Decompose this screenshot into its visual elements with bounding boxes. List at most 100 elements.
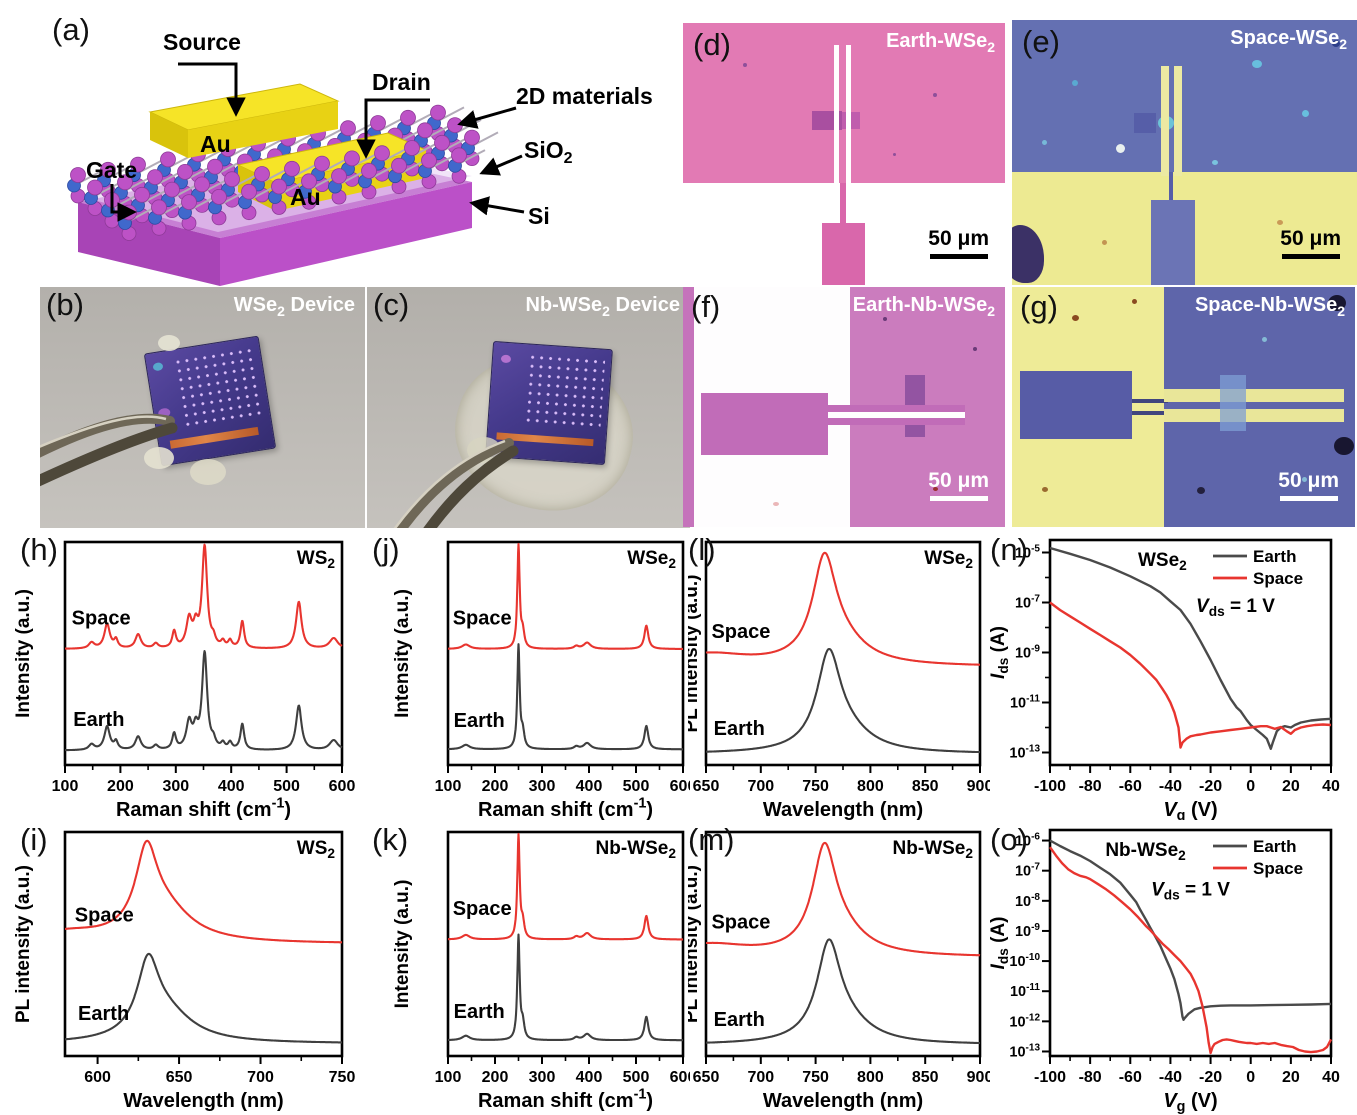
svg-text:Earth: Earth bbox=[78, 1003, 129, 1025]
electrode bbox=[1161, 66, 1169, 176]
chart-l-pl-wse2: (l) 650 700 750 800 850 900 Wavelength (nm) PL i… bbox=[688, 532, 990, 820]
electrode bbox=[828, 418, 965, 425]
svg-text:Ids (A): Ids (A) bbox=[988, 917, 1011, 970]
svg-text:Intensity (a.u.): Intensity (a.u.) bbox=[392, 880, 413, 1009]
svg-text:700: 700 bbox=[247, 1069, 274, 1086]
svg-text:Nb-WSe2: Nb-WSe2 bbox=[1105, 840, 1186, 863]
svg-text:500: 500 bbox=[623, 1069, 650, 1086]
chart-k-raman-nb-wse2: (k) 100 200 300 400 500 600 Raman shift (cm-1) I… bbox=[372, 822, 690, 1114]
svg-text:650: 650 bbox=[693, 778, 720, 795]
contact-pad bbox=[1151, 200, 1195, 285]
scale-bar: 50 μm bbox=[1278, 469, 1339, 501]
svg-text:Earth: Earth bbox=[454, 1001, 505, 1023]
svg-text:Earth: Earth bbox=[714, 718, 765, 740]
svg-text:700: 700 bbox=[747, 1069, 774, 1086]
svg-text:PL intensity (a.u.): PL intensity (a.u.) bbox=[688, 865, 702, 1023]
gate-label: Gate bbox=[86, 157, 137, 183]
chart-i-pl-ws2: (i) 600 650 700 750 Wavelength (nm) PL intensi… bbox=[8, 822, 355, 1114]
svg-text:Vds = 1 V: Vds = 1 V bbox=[1196, 596, 1275, 619]
panel-e-label: Space-WSe2 bbox=[1230, 27, 1347, 52]
svg-text:Space: Space bbox=[72, 608, 131, 630]
svg-text:10-13: 10-13 bbox=[1009, 1042, 1040, 1060]
svg-text:0: 0 bbox=[1246, 1069, 1255, 1086]
svg-text:-20: -20 bbox=[1199, 1069, 1222, 1086]
panel-letter-o: (o) bbox=[990, 822, 1028, 857]
svg-text:Earth: Earth bbox=[73, 709, 124, 731]
contact-pad bbox=[1020, 371, 1132, 439]
panel-letter-l: (l) bbox=[688, 532, 716, 567]
svg-text:Wavelength (nm): Wavelength (nm) bbox=[123, 1090, 283, 1112]
electrode-lead bbox=[1132, 399, 1168, 403]
svg-text:400: 400 bbox=[576, 778, 603, 795]
svg-text:850: 850 bbox=[912, 1069, 939, 1086]
si-label: Si bbox=[528, 203, 550, 229]
materials-2d-label: 2D materials bbox=[516, 83, 653, 109]
svg-text:-40: -40 bbox=[1159, 778, 1182, 795]
svg-text:400: 400 bbox=[218, 778, 245, 795]
svg-text:0: 0 bbox=[1246, 778, 1255, 795]
panel-a-device-schematic: (a) bbox=[0, 0, 680, 292]
svg-text:500: 500 bbox=[623, 778, 650, 795]
materials-arrow bbox=[457, 106, 517, 129]
svg-text:600: 600 bbox=[670, 1069, 690, 1086]
svg-text:600: 600 bbox=[84, 1069, 111, 1086]
svg-text:WS2: WS2 bbox=[297, 838, 336, 861]
svg-text:400: 400 bbox=[576, 1069, 603, 1086]
svg-text:Ids (A): Ids (A) bbox=[988, 626, 1011, 679]
svg-text:100: 100 bbox=[435, 778, 462, 795]
svg-text:Earth: Earth bbox=[714, 1009, 765, 1031]
sio2-label: SiO2 bbox=[524, 137, 573, 167]
svg-text:800: 800 bbox=[857, 778, 884, 795]
annotation-arrows bbox=[110, 62, 525, 222]
svg-text:WSe2: WSe2 bbox=[924, 548, 973, 571]
svg-text:-100: -100 bbox=[1034, 1069, 1066, 1086]
svg-text:Earth: Earth bbox=[1253, 547, 1296, 566]
svg-text:10-9: 10-9 bbox=[1015, 922, 1040, 940]
svg-text:500: 500 bbox=[273, 778, 300, 795]
svg-text:300: 300 bbox=[162, 778, 189, 795]
electrode bbox=[1164, 409, 1344, 422]
panel-letter-e: (e) bbox=[1022, 24, 1060, 59]
svg-text:Wavelength (nm): Wavelength (nm) bbox=[763, 799, 923, 820]
svg-text:-100: -100 bbox=[1034, 778, 1066, 795]
svg-text:Space: Space bbox=[1253, 859, 1303, 878]
panel-c-label: Nb-WSe2 Device bbox=[525, 294, 680, 319]
svg-text:Vg (V): Vg (V) bbox=[1163, 799, 1217, 820]
panel-c-nb-wse2-device-photo: (c) Nb-WSe2 Device bbox=[367, 287, 690, 528]
panel-d-label: Earth-WSe2 bbox=[886, 30, 995, 55]
source-arrow bbox=[178, 62, 246, 117]
svg-text:100: 100 bbox=[435, 1069, 462, 1086]
chart-m-pl-nb-wse2: (m) 650 700 750 800 850 900 Wavelength (nm) PL i… bbox=[688, 822, 990, 1114]
panel-g-label: Space-Nb-WSe2 bbox=[1194, 294, 1345, 319]
svg-text:Space: Space bbox=[75, 905, 134, 927]
panel-e-space-wse2-micrograph: (e) Space-WSe2 50 μm bbox=[1012, 20, 1357, 285]
svg-text:200: 200 bbox=[482, 778, 509, 795]
panel-letter-g: (g) bbox=[1020, 289, 1058, 324]
contact-pad bbox=[701, 393, 828, 455]
svg-text:750: 750 bbox=[802, 1069, 829, 1086]
svg-text:10-11: 10-11 bbox=[1010, 982, 1040, 1000]
svg-text:900: 900 bbox=[967, 778, 990, 795]
electrode-gap bbox=[846, 45, 851, 183]
svg-text:-80: -80 bbox=[1079, 778, 1102, 795]
svg-text:Raman shift (cm-1): Raman shift (cm-1) bbox=[478, 796, 653, 820]
panel-letter-j: (j) bbox=[372, 532, 400, 567]
svg-text:-80: -80 bbox=[1079, 1069, 1102, 1086]
svg-text:10-8: 10-8 bbox=[1015, 892, 1040, 910]
au-label-source: Au bbox=[200, 131, 231, 157]
panel-d-earth-wse2-micrograph: (d) Earth-WSe2 50 μm bbox=[683, 23, 1005, 285]
svg-text:Earth: Earth bbox=[454, 710, 505, 732]
electrode bbox=[828, 405, 965, 412]
electrode bbox=[1174, 66, 1182, 176]
lattice-2d-material-front bbox=[101, 129, 499, 241]
drain-label: Drain bbox=[372, 69, 431, 95]
panel-letter-d: (d) bbox=[693, 27, 731, 62]
svg-text:-60: -60 bbox=[1119, 1069, 1142, 1086]
scale-bar: 50 μm bbox=[1280, 227, 1341, 259]
svg-text:20: 20 bbox=[1282, 778, 1300, 795]
svg-text:300: 300 bbox=[529, 1069, 556, 1086]
scale-bar: 50 μm bbox=[928, 469, 989, 501]
contact-pad bbox=[822, 223, 865, 285]
svg-text:600: 600 bbox=[329, 778, 355, 795]
au-label-drain: Au bbox=[290, 184, 321, 210]
